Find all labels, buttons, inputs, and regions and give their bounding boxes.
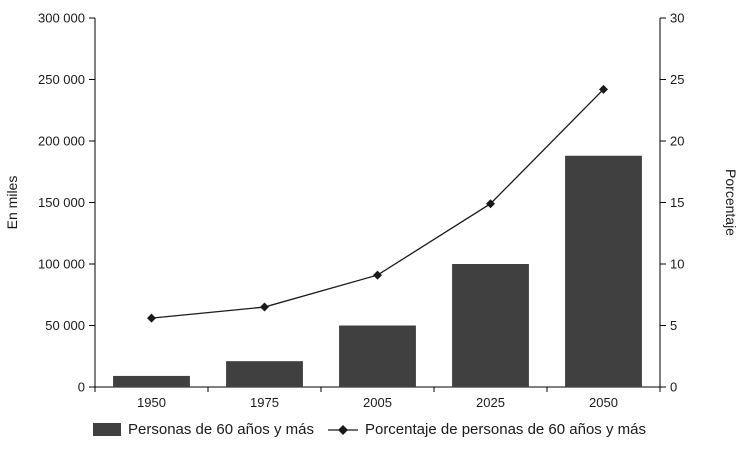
diamond-marker [260,302,269,312]
diamond-marker [147,313,156,323]
x-tick-label: 1950 [137,395,166,410]
line-diamond-swatch [327,424,358,435]
chart-canvas: 0 50 000 100 000 150 000 200 000 250 000 300 0… [4,11,739,411]
legend-item-line: Porcentaje de personas de 60 años y más [327,421,646,438]
legend-bar-label: Personas de 60 años y más [128,421,314,438]
left-tick-label: 300 000 [38,11,85,26]
left-tick-label: 0 [78,380,85,395]
x-tick-label: 2050 [589,395,618,410]
bar [113,375,190,387]
right-tick-label: 15 [670,195,684,210]
left-tick-label: 100 000 [38,257,85,272]
right-tick-label: 5 [670,318,677,333]
legend-item-bars: Personas de 60 años y más [93,421,314,438]
bar [565,155,642,387]
right-tick-label: 30 [670,11,684,26]
bar [452,264,529,387]
left-axis-title: En miles [4,176,20,230]
right-tick-label: 0 [670,380,677,395]
x-tick-label: 2005 [363,395,392,410]
bar [226,361,303,387]
left-tick-label: 50 000 [45,318,85,333]
x-tick-label: 1975 [250,395,279,410]
diamond-marker [599,84,608,94]
diamond-marker [373,270,382,280]
bar-swatch [93,423,122,436]
legend-line-label: Porcentaje de personas de 60 años y más [364,421,646,438]
left-tick-label: 200 000 [38,134,85,149]
chart-legend: Personas de 60 años y más Porcentaje de … [0,421,739,438]
bar [339,325,416,387]
left-tick-label: 250 000 [38,72,85,87]
right-tick-label: 25 [670,72,684,87]
right-tick-label: 20 [670,134,684,149]
right-axis-title: Porcentaje [723,169,739,236]
right-tick-label: 10 [670,257,684,272]
left-tick-label: 150 000 [38,195,85,210]
diamond-marker [486,199,495,209]
percentage-line [151,88,604,319]
x-tick-label: 2025 [476,395,505,410]
